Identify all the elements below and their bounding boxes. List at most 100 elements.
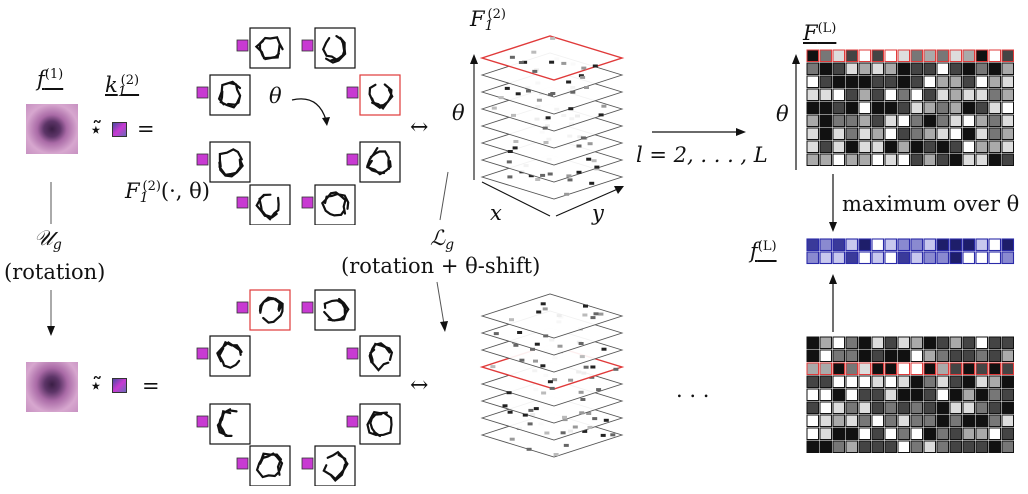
stack-speckle [564,192,570,196]
grid-cell [819,349,832,362]
stack-speckle [582,429,588,433]
grid-cell [871,153,884,166]
feature-map-label: F1(2)(·, θ) [125,179,210,206]
grid-cell [910,362,923,375]
grid-cell [988,336,1001,349]
feature-map-stroke [366,410,393,438]
stack-speckle [610,433,616,437]
stack-speckle [570,90,576,94]
stack-speckle [528,174,534,178]
stack-speckle [540,364,546,368]
pooled-cell [975,251,989,265]
grid-cell [923,440,936,453]
rotated-feature-map [301,27,356,69]
grid-cell [936,362,949,375]
grid-cell [962,153,975,166]
ellipsis: . . . [676,378,710,402]
grid-cell [819,388,832,401]
grid-cell [949,140,962,153]
pooled-cell [884,251,898,265]
output-theta-axis-arrow [792,54,800,170]
grid-cell [845,140,858,153]
grid-cell [832,49,845,62]
grid-cell [1001,88,1014,101]
grid-cell [975,75,988,88]
grid-cell [936,62,949,75]
feature-map-stroke [258,296,284,324]
equivalence-top: ↔ [410,115,429,140]
grid-cell [897,349,910,362]
grid-cell [897,127,910,140]
rotated-feature-map [196,141,251,183]
grid-cell [806,362,819,375]
grid-cell [988,101,1001,114]
grid-cell [975,388,988,401]
grid-cell [988,153,1001,166]
grid-cell [975,440,988,453]
grid-cell [819,75,832,88]
grid-cell [897,414,910,427]
stack-speckle [522,413,528,417]
stack-speckle [598,113,604,117]
grid-cell [897,427,910,440]
stack-speckle [584,86,589,89]
grid-cell [858,401,871,414]
stack-speckle [547,380,553,384]
stack-speckle [519,358,525,362]
feature-map-stroke [217,80,242,109]
grid-cell [988,75,1001,88]
grid-cell [845,440,858,453]
grid-cell [988,440,1001,453]
grid-cell [910,349,923,362]
stack-speckle [592,64,598,68]
stack-axis-x-arrow [481,181,551,217]
grid-cell [1001,349,1014,362]
grid-cell [819,88,832,101]
grid-cell [975,153,988,166]
stack-speckle [562,415,567,419]
grid-cell [858,427,871,440]
rotated-feature-map [196,74,251,116]
grid-cell [962,414,975,427]
stack-speckle [594,165,600,169]
grid-cell [832,101,845,114]
grid-cell [949,401,962,414]
grid-cell [806,349,819,362]
grid-cell [988,349,1001,362]
kernel-thumbnail [346,347,359,360]
grid-cell [949,349,962,362]
feature-map-stroke [365,147,392,176]
stack-speckle [533,359,538,363]
grid-cell [962,62,975,75]
stack-speckle [582,313,588,317]
stack-speckle [589,181,595,185]
grid-cell [975,427,988,440]
grid-cell [936,49,949,62]
kernel-thumbnail [236,301,249,314]
layers-range-label: l = 2, . . . , L [636,143,768,167]
grid-cell [1001,75,1014,88]
grid-cell [1001,427,1014,440]
grid-cell [962,127,975,140]
grid-cell [949,75,962,88]
grid-cell [884,414,897,427]
grid-cell [871,127,884,140]
pooled-vector [806,238,1015,265]
feature-transform-arrow-bottom [436,281,448,332]
grid-cell [806,336,819,349]
stack-speckle [550,92,556,95]
grid-cell [897,114,910,127]
kernel-label: k1(2) [105,73,140,100]
grid-cell [897,101,910,114]
grid-cell [936,401,949,414]
stack-layer [480,293,624,339]
kernel-thumbnail [236,196,249,209]
grid-cell [936,153,949,166]
grid-cell [858,62,871,75]
rotated-feature-map [346,403,401,445]
grid-cell [975,49,988,62]
grid-cell [988,427,1001,440]
grid-cell [845,362,858,375]
grid-cell [949,336,962,349]
